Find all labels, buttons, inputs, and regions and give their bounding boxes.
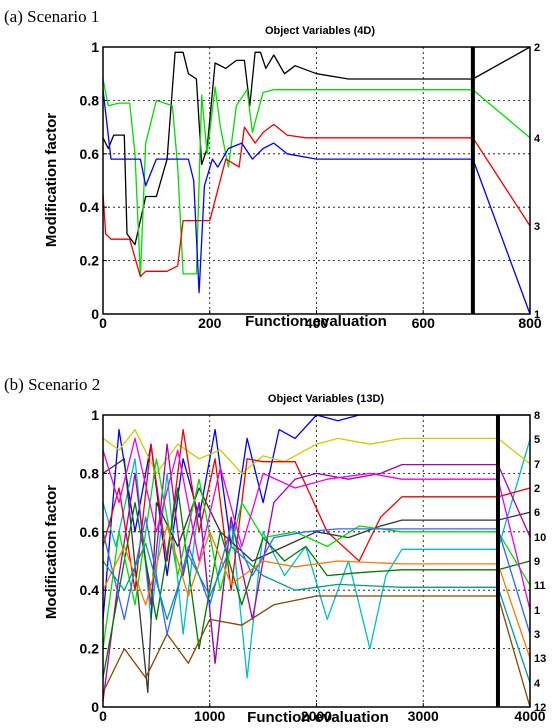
y-tick-label: 1 [91, 407, 99, 423]
x-tick-label: 2000 [301, 708, 332, 724]
panel-b: (b) Scenario 2 Object Variables (13D) 0 1… [4, 375, 546, 726]
panel-a-right-labels: 2 4 3 1 [534, 42, 541, 321]
x-tick-label: 0 [99, 708, 107, 724]
panel-a-title: Object Variables (4D) [265, 25, 375, 37]
y-tick-label: 0.4 [80, 582, 100, 598]
series-line-4 [102, 89, 531, 315]
variable-label: 5 [534, 434, 540, 446]
series-line-1 [102, 46, 531, 246]
variable-label: 4 [534, 678, 541, 690]
panel-b-title: Object Variables (13D) [268, 393, 384, 405]
x-tick-label: 800 [518, 315, 542, 331]
variable-label: 4 [534, 133, 541, 145]
y-tick-label: 0 [91, 306, 99, 322]
panel-a-x-label: Function evaluation [245, 313, 387, 330]
y-tick-label: 0.4 [80, 199, 100, 215]
panel-b-y-ticks: 0 0.2 0.4 0.6 0.8 1 [80, 407, 107, 715]
panel-a-y-label: Modification factor [43, 113, 60, 247]
panel-b-x-ticks: 0 1000 2000 3000 4000 [99, 703, 546, 724]
series-line-8 [102, 458, 531, 649]
series-line-13 [102, 595, 531, 708]
x-tick-label: 200 [198, 315, 222, 331]
x-tick-label: 600 [412, 315, 436, 331]
panel-a-y-ticks: 0 0.2 0.4 0.6 0.8 1 [80, 39, 107, 322]
series-line-2 [102, 78, 531, 278]
y-tick-label: 0.2 [80, 641, 100, 657]
y-tick-label: 0.8 [80, 92, 100, 108]
panel-b-series [102, 414, 531, 708]
series-line-12 [102, 542, 531, 684]
variable-label: 12 [534, 702, 546, 714]
series-line-9 [102, 437, 531, 610]
variable-label: 1 [534, 605, 540, 617]
panel-b-x-label: Function evaluation [247, 709, 389, 726]
variable-label: 9 [534, 556, 540, 568]
series-line-10 [102, 516, 531, 635]
y-tick-label: 0 [91, 699, 99, 715]
panel-b-y-label: Modification factor [43, 485, 60, 619]
y-tick-label: 1 [91, 39, 99, 55]
series-line-7 [102, 487, 531, 678]
series-line-4 [102, 428, 531, 591]
panel-a-series [102, 46, 531, 315]
series-line-6 [102, 443, 531, 702]
x-tick-label: 3000 [408, 708, 439, 724]
series-line-3 [102, 123, 531, 278]
variable-label: 2 [534, 483, 540, 495]
y-tick-label: 0.6 [80, 146, 100, 162]
variable-label: 7 [534, 459, 540, 471]
series-line-3 [102, 428, 531, 475]
y-tick-label: 0.8 [80, 465, 100, 481]
variable-label: 3 [534, 629, 540, 641]
series-line-1 [102, 414, 530, 620]
x-tick-label: 0 [99, 315, 107, 331]
y-tick-label: 0.6 [80, 524, 100, 540]
variable-label: 2 [534, 42, 540, 54]
variable-label: 3 [534, 221, 540, 233]
variable-label: 13 [534, 653, 546, 665]
x-tick-label: 1000 [194, 708, 225, 724]
variable-label: 8 [534, 410, 540, 422]
y-tick-label: 0.2 [80, 253, 100, 269]
variable-label: 10 [534, 532, 546, 544]
x-tick-label: 400 [305, 315, 329, 331]
panel-a-caption: (a) Scenario 1 [4, 7, 99, 26]
series-line-5 [102, 458, 531, 694]
series-line-11 [102, 525, 531, 659]
panel-b-caption: (b) Scenario 2 [4, 375, 100, 394]
variable-label: 1 [534, 309, 540, 321]
variable-label: 11 [534, 580, 546, 592]
variable-label: 6 [534, 507, 540, 519]
panel-a-grid [103, 47, 530, 314]
panel-a-x-ticks: 0 200 400 600 800 [99, 310, 542, 331]
panel-a: (a) Scenario 1 Object Variables (4D) 0 20… [4, 7, 542, 331]
x-tick-label: 4000 [514, 708, 545, 724]
